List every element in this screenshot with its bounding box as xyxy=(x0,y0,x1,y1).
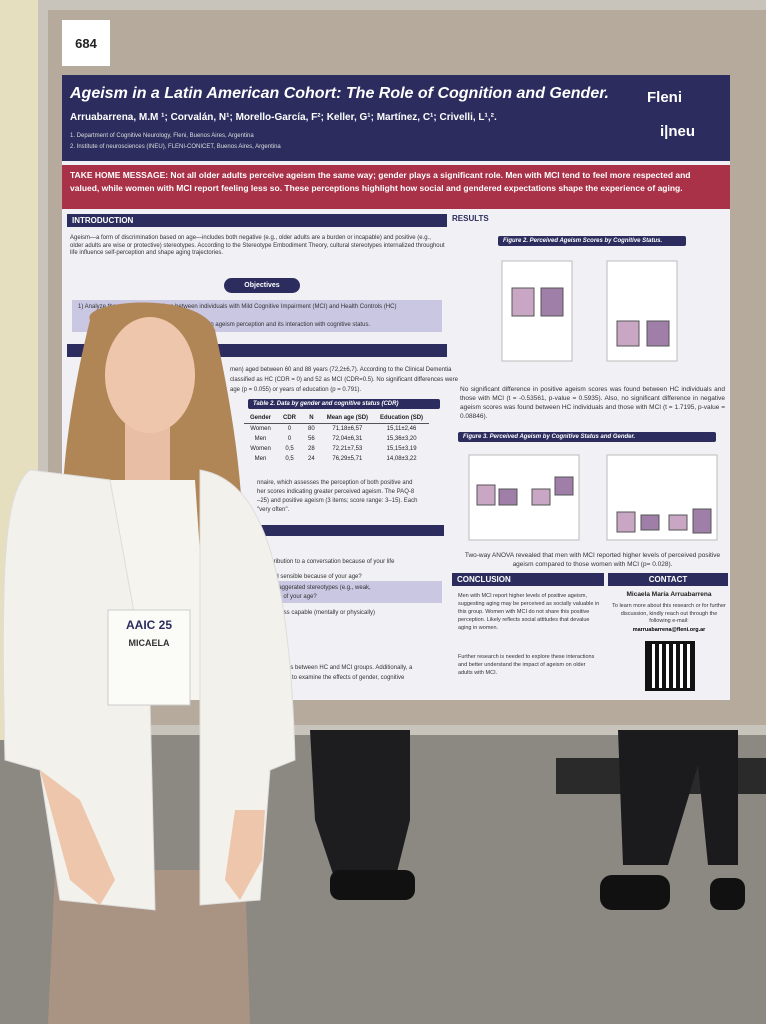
table-row: Women 0,5 28 72,21±7,53 15,15±3,19 xyxy=(244,444,429,454)
badge xyxy=(107,609,191,706)
table-cell: 15,36±3,20 xyxy=(386,436,417,442)
intro-text: Ageism—a form of discrimination based on… xyxy=(70,235,445,256)
methods-text: d to examine the effects of gender, cogn… xyxy=(287,675,405,681)
table-cell: 80 xyxy=(308,426,315,432)
th: N xyxy=(309,415,314,421)
table-cell: 0 xyxy=(287,436,292,442)
table-cell: 24 xyxy=(308,456,315,462)
item: use of your age? xyxy=(272,594,317,600)
methods-text: nnaire, which assesses the perception of… xyxy=(257,480,413,486)
contact-name: Micaela María Arruabarrena xyxy=(626,591,712,598)
hand xyxy=(40,770,115,905)
section-heading: CONCLUSION xyxy=(452,573,604,586)
background-legs xyxy=(618,730,738,865)
take-home-message: TAKE HOME MESSAGE: Not all older adults … xyxy=(62,165,730,209)
figure-text: No significant difference in positive ag… xyxy=(460,386,725,420)
data-table: Gender CDR N Mean age (SD) Education (SD) Wo… xyxy=(244,413,430,465)
table-row: Women 0 80 71,18±6,57 15,11±2,46 xyxy=(244,424,429,435)
table-caption: Table 2. Data by gender and cognitive st… xyxy=(248,399,440,409)
table-cell: 0 xyxy=(287,426,292,432)
methods-text: "very often". xyxy=(257,507,290,513)
badge-name: MICAELA xyxy=(128,638,170,648)
poster-title: Ageism in a Latin American Cohort: The R… xyxy=(70,85,609,102)
item: re less capable (mentally or physically) xyxy=(272,610,376,616)
table-cell: Men xyxy=(254,456,267,462)
section-heading: RESULTS xyxy=(452,214,489,223)
table-cell: 76,29±5,71 xyxy=(332,456,363,462)
methods-text: her scores indicating greater perceived … xyxy=(257,489,415,495)
table-cell: Men xyxy=(254,436,267,442)
section-heading: INTRODUCTION xyxy=(67,214,447,227)
table-cell: 72,21±7,53 xyxy=(332,446,363,452)
th: CDR xyxy=(283,415,297,421)
table-header: Gender CDR N Mean age (SD) Education (SD) xyxy=(244,413,430,424)
methods-text: es between HC and MCI groups. Additional… xyxy=(287,665,413,671)
table-cell: Women xyxy=(250,426,271,432)
table-cell: 56 xyxy=(308,436,315,442)
conclusion-point: Further research is needed to explore th… xyxy=(458,654,595,676)
table-row: Men 0,5 24 76,29±5,71 14,08±3,22 xyxy=(244,454,429,464)
objectives-pill: Objectives xyxy=(224,278,300,293)
figure-3 xyxy=(468,454,718,541)
section-heading: CONTACT xyxy=(608,573,728,586)
table-cell: 0,5 xyxy=(285,446,294,452)
table-cell: 0,5 xyxy=(285,456,294,462)
badge-event: AAIC 25 xyxy=(125,618,172,632)
conclusion-point: Men with MCI report higher levels of pos… xyxy=(458,593,600,631)
background-legs xyxy=(310,730,410,880)
shoe xyxy=(600,875,670,910)
table-body: Women 0 80 71,18±6,57 15,11±2,46 Men 0 56 72,04±… xyxy=(244,424,429,465)
item: nd sensible because of your age? xyxy=(272,574,362,580)
shoe xyxy=(330,870,415,900)
contact-email: marruabarrena@fleni.org.ar xyxy=(632,627,706,633)
th: Education (SD) xyxy=(380,415,424,421)
figure-2 xyxy=(501,260,678,362)
figure-caption: Figure 3. Perceived Ageism by Cognitive … xyxy=(458,432,716,442)
board-number: 684 xyxy=(62,20,110,66)
table-cell: 28 xyxy=(308,446,315,452)
table-row: Men 0 56 72,04±6,31 15,36±3,20 xyxy=(244,434,429,444)
methods-text: –25) and positive ageism (3 items; score… xyxy=(257,498,418,504)
poster-header xyxy=(62,75,730,161)
shoe xyxy=(710,878,745,910)
trousers xyxy=(48,870,250,1024)
contact-text: To learn more about this research or for… xyxy=(612,603,726,624)
th: Gender xyxy=(250,415,272,421)
item: tribution to a conversation because of y… xyxy=(272,559,395,565)
face xyxy=(105,317,195,433)
affiliation: 2. Institute of neurosciences (INEU), FL… xyxy=(70,144,281,150)
table-cell: Women xyxy=(250,446,271,452)
table-cell: 14,08±3,22 xyxy=(386,456,417,462)
item: exaggerated stereotypes (e.g., weak, xyxy=(272,585,371,591)
hand xyxy=(225,810,265,900)
figure-caption: Figure 2. Perceived Ageism Scores by Cog… xyxy=(498,236,686,246)
table-cell: 15,15±3,19 xyxy=(386,446,417,452)
logo: Fleni xyxy=(647,89,683,106)
affiliation: 1. Department of Cognitive Neurology, Fl… xyxy=(70,133,254,139)
th: Mean age (SD) xyxy=(326,415,369,421)
methods-text: men) aged between 60 and 88 years (72,2±… xyxy=(230,367,452,373)
figure-text: Two-way ANOVA revealed that men with MCI… xyxy=(464,552,721,568)
blazer-right xyxy=(199,469,296,906)
objective: 1) Analyze the perception of ageism betw… xyxy=(78,304,397,310)
table-cell: 71,18±6,57 xyxy=(332,426,363,432)
poster-authors: Arruabarrena, M.M ¹; Corvalán, N¹; Morel… xyxy=(70,112,497,123)
table-cell: 15,11±2,46 xyxy=(386,426,417,432)
methods-text: age (p = 0.055) or years of education (p… xyxy=(230,387,362,393)
methods-text: classified as HC (CDR = 0) and 52 as MCI… xyxy=(230,377,458,383)
table-cell: 72,04±6,31 xyxy=(332,436,363,442)
objective: of gender in ageism perception and its i… xyxy=(182,322,371,328)
logo: i|neu xyxy=(660,123,696,140)
blazer-left xyxy=(2,469,156,911)
qr-code xyxy=(645,641,695,691)
